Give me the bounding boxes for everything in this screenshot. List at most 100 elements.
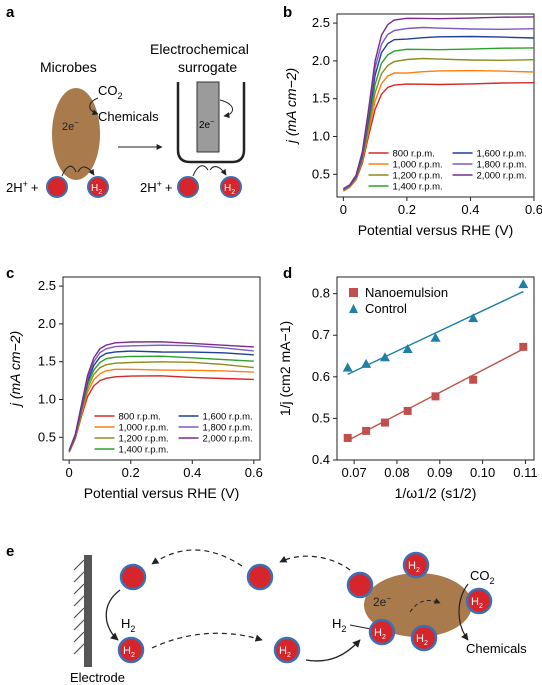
chart-c-legend-label: 1,600 r.p.m. — [203, 412, 253, 423]
chart-d-xtick-label: 0.09 — [427, 465, 452, 480]
chart-b-legend-label: 1,400 r.p.m. — [393, 182, 443, 193]
panel-a-label: a — [6, 4, 15, 21]
chart-d-xlabel: 1/ω1/2 (s1/2) — [395, 485, 477, 501]
proton-ball-2 — [246, 563, 274, 591]
h2-ball-2 — [273, 636, 301, 664]
chemicals-label-e: Chemicals — [466, 641, 527, 656]
panel-e: e Electrode H2 H2 H2 2e− H2 H2 H2 H2 — [6, 543, 527, 685]
chart-d-xtick-label: 0.10 — [470, 465, 495, 480]
h2-ball-right — [220, 176, 242, 198]
chart-c-ylabel: j (mA cm−2) — [7, 331, 23, 408]
co2-to-chemicals-arrow — [458, 583, 469, 641]
chart-d-point-triangle — [518, 279, 529, 289]
chart-b-legend-label: 1,800 r.p.m. — [477, 160, 527, 171]
h2-ball-1-label: H2 — [123, 645, 135, 659]
chart-d-ylabel: 1/j (cm2 mA−1) — [277, 321, 293, 416]
chart-c-ytick-label: 0.5 — [38, 429, 56, 444]
proton-return-arrow-1 — [151, 549, 243, 567]
chart-c-xtick-label: 0.4 — [183, 465, 201, 480]
electrochem-cell — [176, 82, 246, 164]
h2-uptake-arrow — [305, 639, 361, 662]
panel-d-label: d — [283, 265, 292, 282]
chart-c-ytick-label: 1.0 — [38, 392, 56, 407]
surrogate-line1: Electrochemical — [150, 41, 249, 57]
chart-b-ytick-label: 0.5 — [312, 166, 330, 181]
chart-d-xtick-label: 0.08 — [384, 465, 409, 480]
chart-b-ytick-label: 2.5 — [312, 15, 330, 30]
microbe-cell-e — [364, 573, 472, 637]
chart-d-plot-frame — [336, 276, 535, 461]
chart-c-ytick-label: 2.0 — [38, 316, 56, 331]
chart-b-xtick-label: 0 — [340, 202, 347, 217]
microbe-electron: 2e− — [62, 118, 79, 133]
microbe-cell — [52, 88, 100, 180]
chart-c-xtick-label: 0 — [66, 465, 73, 480]
chart-b-ytick-label: 1.5 — [312, 91, 330, 106]
chart-d: 0.07 0.08 0.09 0.10 0.11 0.4 0.5 0.6 0.7 0.8 Nanoe… — [277, 276, 538, 501]
h2-ball-3 — [402, 551, 430, 579]
h2-arrow-left — [77, 166, 95, 176]
chart-c-series-line — [68, 341, 254, 451]
chart-b-legend-label: 1,200 r.p.m. — [393, 171, 443, 182]
electrode-rod — [196, 81, 220, 153]
chart-d-legend-swatch — [349, 304, 358, 313]
h2-ball-left — [87, 176, 109, 198]
chart-b-xtick-label: 0.2 — [398, 202, 416, 217]
reduction-arrow — [105, 589, 121, 641]
chart-c-legend-label: 1,200 r.p.m. — [119, 434, 169, 445]
chart-c-legend-label: 1,400 r.p.m. — [119, 445, 169, 456]
chart-d-ytick-label: 0.7 — [312, 327, 330, 342]
chart-c-ytick-label: 2.5 — [38, 278, 56, 293]
h2-ball-6-label: H2 — [416, 633, 428, 647]
chart-c: 0 0.2 0.4 0.6 0.5 1.0 1.5 2.0 2.5 Potential versu… — [7, 276, 263, 501]
h2-ball-3-label: H2 — [408, 560, 420, 574]
chemicals-label-a: Chemicals — [98, 109, 159, 124]
chart-b-xtick-label: 0.4 — [461, 202, 479, 217]
chart-d-point-square — [343, 433, 352, 442]
surrogate-line2: surrogate — [178, 59, 237, 75]
h2-ball-5-label: H2 — [374, 627, 386, 641]
chart-c-xtick-label: 0.2 — [122, 465, 140, 480]
chart-c-legend-label: 1,800 r.p.m. — [203, 423, 253, 434]
proton-ball-right — [177, 176, 199, 198]
proton-return-arrow-2 — [279, 555, 351, 571]
electrode-hatch — [73, 559, 85, 655]
chart-d-point-triangle — [402, 343, 413, 353]
co2-label-a: CO2 — [98, 83, 123, 101]
internal-arrow — [409, 598, 441, 613]
panel-a: a Microbes 2e− CO2 Chemicals Electrochem… — [6, 4, 249, 198]
electrode-label: Electrode — [70, 670, 125, 685]
chart-d-point-square — [403, 406, 412, 415]
chart-b-legend-label: 2,000 r.p.m. — [477, 171, 527, 182]
panel-c-label: c — [6, 265, 14, 282]
chart-b-ylabel: j (mA cm−2) — [283, 68, 299, 145]
chart-b-legend-label: 800 r.p.m. — [393, 149, 435, 160]
chart-d-ytick-label: 0.8 — [312, 286, 330, 301]
panel-b-label: b — [283, 4, 292, 21]
chart-d-legend-swatch — [349, 288, 358, 297]
chart-d-point-square — [362, 426, 371, 435]
chart-d-point-triangle — [468, 313, 479, 323]
h2-diffusion-arrow — [151, 632, 263, 649]
h2-ball-4-label: H2 — [471, 596, 483, 610]
chart-d-ytick-label: 0.5 — [312, 410, 330, 425]
proton-ball-1 — [119, 563, 147, 591]
chart-d-point-square — [469, 375, 478, 384]
microbe-electron-e: 2e− — [373, 594, 391, 609]
panel-e-label: e — [6, 543, 14, 560]
chart-c-plot-frame — [62, 276, 261, 461]
chart-c-xtick-label: 0.6 — [245, 465, 263, 480]
chart-d-point-triangle — [361, 358, 372, 368]
electrode-bar — [84, 555, 92, 667]
chart-b-series-line — [343, 16, 535, 190]
chart-b-legend-label: 1,000 r.p.m. — [393, 160, 443, 171]
h2-ball-2-label: H2 — [279, 645, 291, 659]
h2-label-right: H2 — [224, 183, 235, 196]
proton-left: 2H+ + — [6, 179, 38, 195]
chart-d-point-triangle — [379, 352, 390, 362]
chart-c-xlabel: Potential versus RHE (V) — [84, 485, 240, 501]
microbes-label: Microbes — [40, 59, 97, 75]
chart-b-ytick-label: 2.0 — [312, 53, 330, 68]
co2-arrow-a — [89, 97, 99, 116]
